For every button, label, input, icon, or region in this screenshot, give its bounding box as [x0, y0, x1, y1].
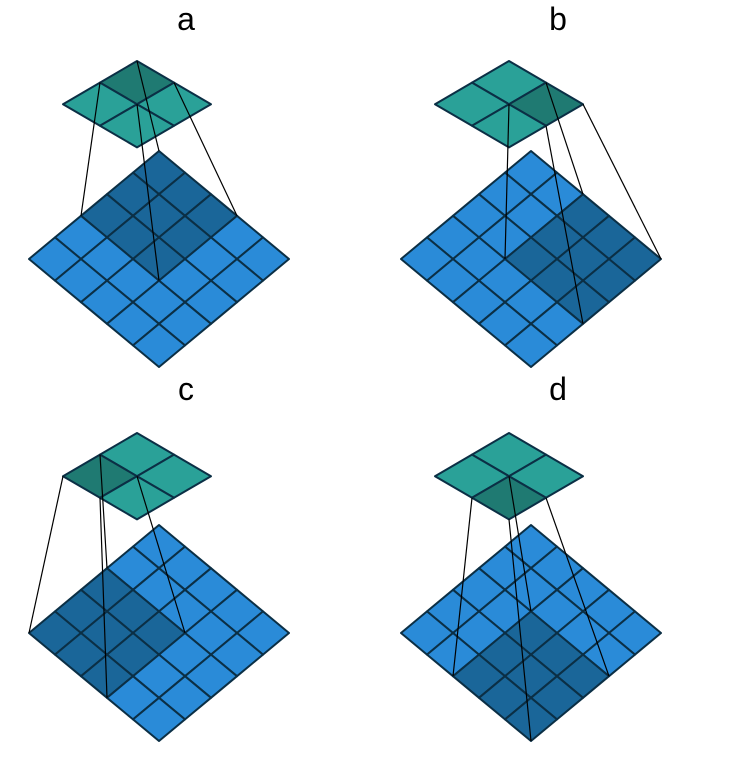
panel-b: b: [400, 1, 662, 368]
connector-line: [80, 82, 101, 216]
connector-line: [504, 104, 510, 260]
panel-label-d: d: [549, 371, 567, 407]
output-cell: [99, 475, 175, 521]
connector-line: [545, 497, 610, 677]
panel-label-b: b: [549, 1, 567, 37]
connector-line: [136, 104, 160, 281]
connector-line: [99, 454, 108, 569]
panel-label-a: a: [177, 1, 195, 37]
connector-line: [508, 476, 532, 612]
connector-line: [508, 519, 532, 742]
connector-line: [28, 476, 64, 634]
connector-line: [173, 82, 238, 217]
connector-line: [582, 103, 662, 260]
panel-a: a: [28, 1, 290, 368]
connector-line: [452, 497, 473, 677]
connector-line: [136, 476, 186, 634]
input-cell: [504, 322, 558, 368]
connector-line: [136, 60, 160, 152]
connector-line: [545, 125, 584, 324]
connector-line: [99, 497, 108, 698]
panel-c: c: [28, 371, 290, 742]
input-cell: [132, 322, 186, 368]
input-cell: [132, 696, 186, 742]
connector-line: [545, 82, 584, 195]
panel-d: d: [400, 371, 662, 742]
panel-label-c: c: [178, 371, 194, 407]
